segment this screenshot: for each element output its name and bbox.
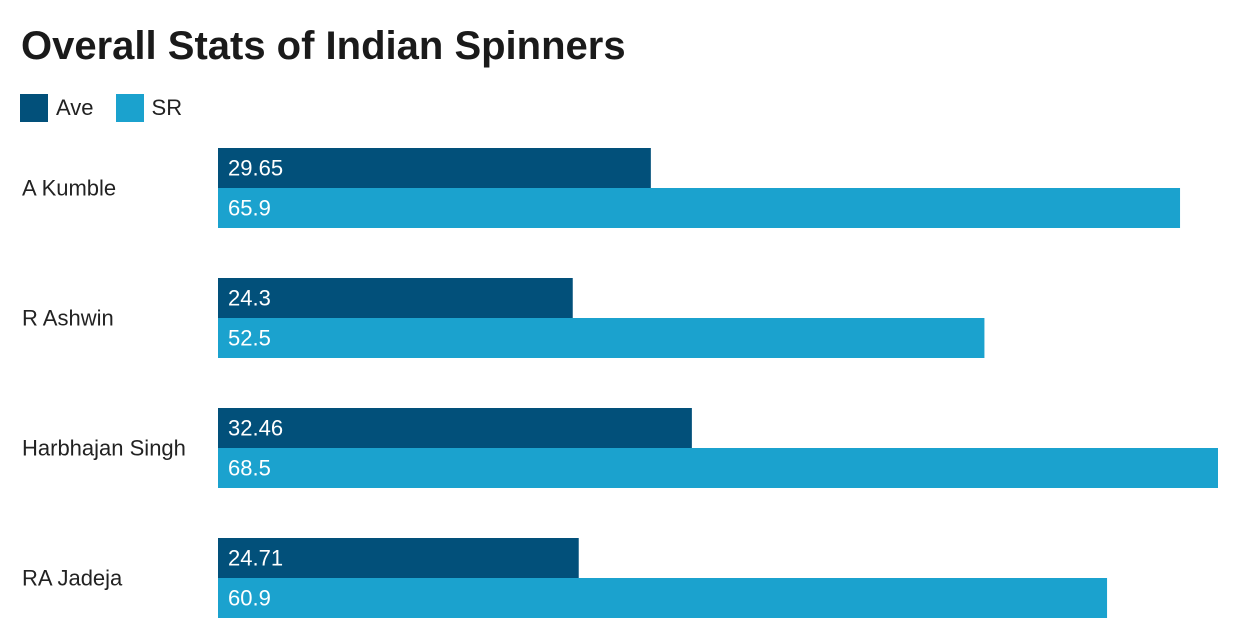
data-label-sr-harbhajan-singh: 68.5 [228, 456, 271, 481]
category-label-harbhajan-singh: Harbhajan Singh [22, 436, 186, 461]
bar-sr-a-kumble [218, 188, 1181, 228]
bar-sr-ra-jadeja [218, 578, 1108, 618]
bar-ave-harbhajan-singh [218, 408, 692, 448]
category-label-ra-jadeja: RA Jadeja [22, 566, 123, 591]
data-label-ave-r-ashwin: 24.3 [228, 286, 271, 311]
category-label-r-ashwin: R Ashwin [22, 306, 114, 331]
category-label-a-kumble: A Kumble [22, 176, 116, 201]
legend-swatch-ave [20, 94, 48, 122]
data-label-sr-r-ashwin: 52.5 [228, 326, 271, 351]
legend-swatch-sr [115, 94, 144, 122]
chart-title: Overall Stats of Indian Spinners [21, 24, 626, 68]
legend-item-sr: SR [115, 94, 183, 122]
legend-item-ave: Ave [20, 94, 94, 122]
bar-sr-r-ashwin [218, 318, 985, 358]
bar-ave-a-kumble [218, 148, 651, 188]
bar-sr-harbhajan-singh [218, 448, 1218, 488]
data-label-ave-harbhajan-singh: 32.46 [228, 416, 283, 441]
data-label-ave-ra-jadeja: 24.71 [228, 546, 283, 571]
data-label-sr-ra-jadeja: 60.9 [228, 586, 271, 611]
bar-ave-r-ashwin [218, 278, 573, 318]
legend-label-ave: Ave [56, 95, 94, 120]
chart-legend: Ave SR [20, 93, 204, 123]
data-label-ave-a-kumble: 29.65 [228, 156, 283, 181]
data-label-sr-a-kumble: 65.9 [228, 196, 271, 221]
legend-label-sr: SR [151, 95, 183, 120]
bar-ave-ra-jadeja [218, 538, 579, 578]
